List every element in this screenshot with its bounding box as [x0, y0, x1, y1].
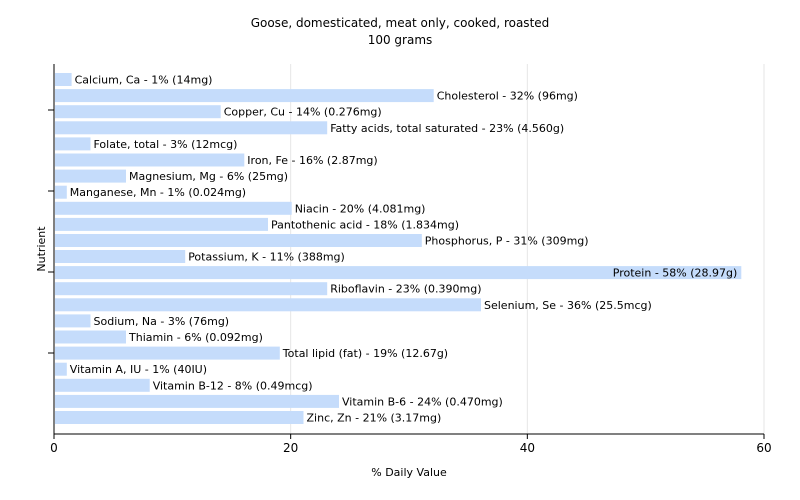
- bar-label: Magnesium, Mg - 6% (25mg): [129, 170, 288, 183]
- bar-selenium-se: [55, 298, 481, 312]
- bar-label: Total lipid (fat) - 19% (12.67g): [282, 347, 448, 360]
- bar-niacin: [55, 201, 292, 215]
- bar-magnesium-mg: [55, 169, 126, 183]
- bar-vitamin-b-6: [55, 394, 339, 408]
- chart-subtitle: 100 grams: [368, 33, 433, 47]
- bar-fatty-acids-total-saturated: [55, 121, 328, 135]
- x-axis-label: % Daily Value: [371, 466, 447, 479]
- bar-sodium-na: [55, 314, 91, 328]
- bar-label: Vitamin B-12 - 8% (0.49mcg): [153, 379, 313, 392]
- bar-label: Potassium, K - 11% (388mg): [188, 251, 345, 264]
- bar-vitamin-a-iu: [55, 362, 67, 376]
- bar-label: Protein - 58% (28.97g): [613, 267, 738, 280]
- bar-total-lipid-fat-: [55, 346, 280, 360]
- bar-label: Calcium, Ca - 1% (14mg): [75, 74, 213, 87]
- axes: [48, 64, 764, 435]
- bar-calcium-ca: [55, 73, 72, 86]
- x-tick-label: 20: [283, 441, 298, 455]
- bar-label: Sodium, Na - 3% (76mg): [94, 315, 230, 328]
- bar-pantothenic-acid: [55, 217, 268, 231]
- bar-label: Folate, total - 3% (12mcg): [94, 138, 238, 151]
- bar-zinc-zn: [55, 411, 304, 424]
- bar-label: Thiamin - 6% (0.092mg): [128, 331, 263, 344]
- bar-vitamin-b-12: [55, 378, 150, 392]
- bar-label: Zinc, Zn - 21% (3.17mg): [307, 412, 442, 425]
- bar-riboflavin: [55, 282, 328, 296]
- x-tick-label: 40: [520, 441, 535, 455]
- bars: [55, 73, 742, 424]
- bar-label: Manganese, Mn - 1% (0.024mg): [70, 186, 246, 199]
- bar-label: Riboflavin - 23% (0.390mg): [330, 283, 481, 296]
- bar-thiamin: [55, 330, 126, 344]
- bar-label: Fatty acids, total saturated - 23% (4.56…: [330, 122, 564, 135]
- bar-potassium-k: [55, 250, 186, 263]
- bar-label: Copper, Cu - 14% (0.276mg): [224, 106, 382, 119]
- x-axis-ticks: 0 20 40 60: [50, 434, 772, 455]
- bar-phosphorus-p: [55, 234, 422, 247]
- bar-label: Phosphorus, P - 31% (309mg): [425, 235, 589, 248]
- x-tick-label: 60: [756, 441, 771, 455]
- bar-labels: Calcium, Ca - 1% (14mg) Cholesterol - 32%…: [70, 74, 738, 425]
- bar-iron-fe: [55, 153, 245, 167]
- bar-label: Vitamin A, IU - 1% (40IU): [70, 363, 207, 376]
- bar-label: Cholesterol - 32% (96mg): [437, 90, 578, 103]
- bar-manganese-mn: [55, 185, 67, 199]
- chart-title: Goose, domesticated, meat only, cooked, …: [251, 16, 550, 30]
- x-tick-label: 0: [50, 441, 58, 455]
- bar-copper-cu: [55, 105, 221, 119]
- bar-protein: [55, 266, 742, 280]
- y-axis-label: Nutrient: [35, 226, 48, 272]
- bar-label: Niacin - 20% (4.081mg): [295, 202, 426, 215]
- bar-folate-total: [55, 137, 91, 151]
- bar-label: Vitamin B-6 - 24% (0.470mg): [342, 395, 503, 408]
- bar-label: Pantothenic acid - 18% (1.834mg): [271, 218, 459, 231]
- bar-label: Selenium, Se - 36% (25.5mcg): [484, 299, 652, 312]
- bar-cholesterol: [55, 89, 434, 103]
- bar-label: Iron, Fe - 16% (2.87mg): [247, 154, 377, 167]
